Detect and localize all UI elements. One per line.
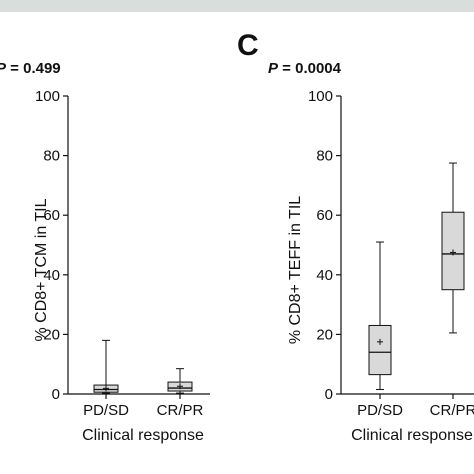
- x-axis-label: Clinical response: [82, 427, 204, 444]
- x-axis-label: Clinical response: [351, 427, 473, 444]
- y-tick-label: 80: [43, 148, 60, 165]
- x-tick-label: PD/SD: [83, 402, 129, 419]
- y-tick-label: 40: [316, 267, 333, 284]
- y-axis-label: % CD8+ TEFF in TIL: [287, 196, 304, 344]
- y-tick-label: 60: [316, 207, 333, 224]
- y-tick-label: 0: [325, 386, 333, 403]
- p-value-label: P = 0.0004: [268, 60, 342, 77]
- box-pd-sd: [93, 339, 119, 394]
- boxes: [368, 162, 465, 391]
- box-pd-sd: [368, 241, 392, 391]
- y-tick-label: 20: [43, 326, 60, 343]
- y-tick-label: 100: [35, 88, 60, 105]
- panel-teff: P = 0.0004 C % CD8+ TEFF in TIL Clinical…: [237, 29, 474, 444]
- y-tick-label: 40: [43, 267, 60, 284]
- x-ticks: PD/SD CR/PR: [357, 394, 474, 419]
- x-ticks: PD/SD CR/PR: [83, 394, 204, 419]
- y-ticks: 100 80 60 40 20 0: [308, 88, 341, 403]
- x-tick-label: PD/SD: [357, 402, 403, 419]
- y-tick-label: 80: [316, 148, 333, 165]
- panel-letter: C: [237, 29, 259, 62]
- box-cr-pr: [441, 162, 465, 334]
- y-tick-label: 20: [316, 326, 333, 343]
- top-band: [0, 0, 474, 12]
- panel-tcm: P = 0.499 % CD8+ TCM in TIL Clinical res…: [0, 60, 210, 444]
- y-tick-label: 100: [308, 88, 333, 105]
- x-tick-label: CR/PR: [157, 402, 204, 419]
- p-value-label: P = 0.499: [0, 60, 61, 77]
- box-cr-pr: [167, 368, 193, 394]
- y-tick-label: 0: [52, 386, 60, 403]
- y-axis-label: % CD8+ TCM in TIL: [33, 198, 50, 341]
- x-tick-label: CR/PR: [430, 402, 474, 419]
- y-tick-label: 60: [43, 207, 60, 224]
- boxes: [93, 339, 193, 394]
- box-iqr: [368, 324, 392, 376]
- y-ticks: 100 80 60 40 20 0: [35, 88, 68, 403]
